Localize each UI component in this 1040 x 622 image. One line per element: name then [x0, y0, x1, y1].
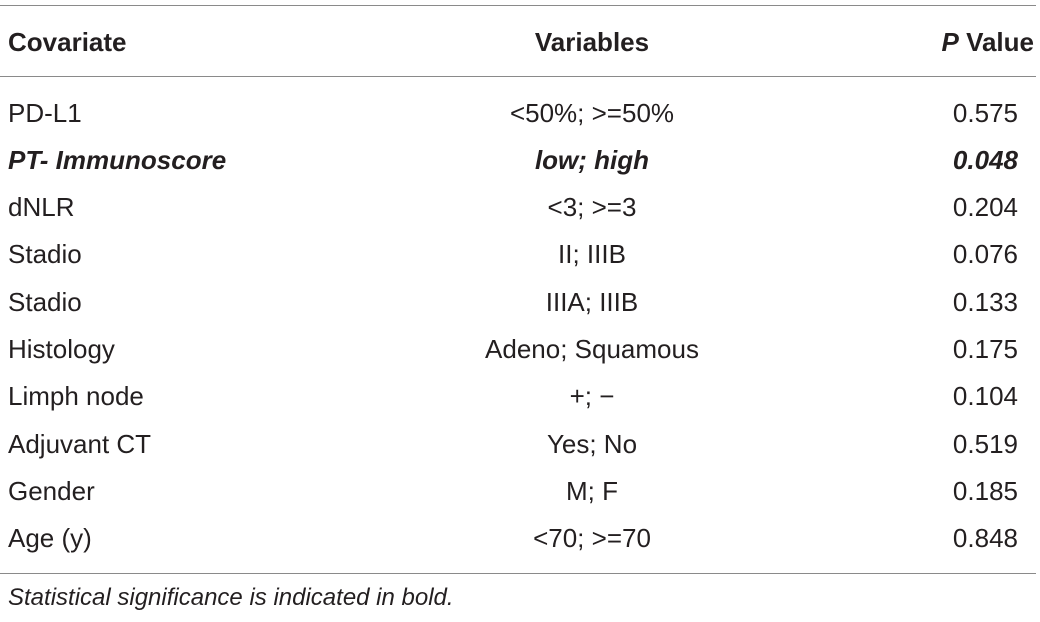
cell-p-value: 0.048 — [952, 144, 1018, 175]
cell-p-value: 0.575 — [952, 97, 1018, 128]
table-header-rule — [0, 76, 1036, 77]
cell-covariate: Stadio — [8, 239, 82, 270]
header-variables: Variables — [534, 26, 650, 57]
table-row: Stadio II; IIIB 0.076 — [0, 232, 1036, 278]
cell-covariate: Histology — [8, 334, 115, 364]
cell-p-value: 0.076 — [952, 239, 1018, 270]
table-row: Age (y) <70; >=70 0.848 — [0, 516, 1036, 562]
cell-covariate: Adjuvant CT — [8, 428, 152, 459]
cell-covariate: dNLR — [8, 192, 75, 223]
table-bottom-rule — [0, 573, 1036, 574]
cell-covariate: Limph node — [8, 381, 144, 412]
cell-covariate: Gender — [8, 475, 95, 506]
cell-variables: <50%; >=50% — [509, 97, 675, 128]
cell-p-value: 0.848 — [952, 523, 1018, 554]
table-footnote: Statistical significance is indicated in… — [8, 584, 454, 611]
cell-variables: +; − — [569, 381, 615, 412]
table-row: Gender M; F 0.185 — [0, 468, 1036, 514]
cell-variables: Yes; No — [546, 428, 638, 459]
cell-covariate: PD-L1 — [8, 97, 82, 128]
cell-p-value: 0.133 — [952, 286, 1018, 317]
header-covariate: Covariate — [8, 26, 127, 57]
table-row: Adjuvant CT Yes; No 0.519 — [0, 421, 1036, 467]
cell-variables: II; IIIB — [558, 239, 626, 270]
header-p-value: P Value — [942, 27, 1035, 58]
header-p-letter: P — [941, 26, 959, 57]
table-top-rule — [0, 5, 1036, 6]
cell-p-value: 0.519 — [952, 428, 1018, 459]
table-row: dNLR <3; >=3 0.204 — [0, 185, 1036, 231]
table-row: Limph node +; − 0.104 — [0, 374, 1036, 420]
cell-p-value: 0.104 — [952, 381, 1018, 412]
cell-variables: <3; >=3 — [547, 192, 637, 223]
table-row: Stadio IIIA; IIIB 0.133 — [0, 279, 1036, 325]
cell-variables: M; F — [566, 475, 618, 506]
cell-p-value: 0.185 — [952, 475, 1018, 506]
header-value-word: Value — [958, 26, 1034, 57]
cell-covariate: Age (y) — [8, 523, 92, 554]
cell-variables: Adeno; Squamous — [485, 334, 699, 364]
cell-variables: IIIA; IIIB — [545, 286, 639, 317]
cell-covariate: PT- Immunoscore — [8, 144, 227, 175]
cell-variables: <70; >=70 — [533, 523, 651, 554]
table-row: PT- Immunoscore low; high 0.048 — [0, 137, 1036, 183]
cell-variables: low; high — [534, 144, 650, 175]
cell-p-value: 0.175 — [952, 334, 1018, 364]
table-row: PD-L1 <50%; >=50% 0.575 — [0, 90, 1036, 136]
cell-p-value: 0.204 — [952, 192, 1018, 223]
table-header-row: Covariate Variables P Value — [0, 19, 1036, 65]
cell-covariate: Stadio — [8, 286, 82, 317]
table-row: Histology Adeno; Squamous 0.175 — [0, 327, 1036, 373]
